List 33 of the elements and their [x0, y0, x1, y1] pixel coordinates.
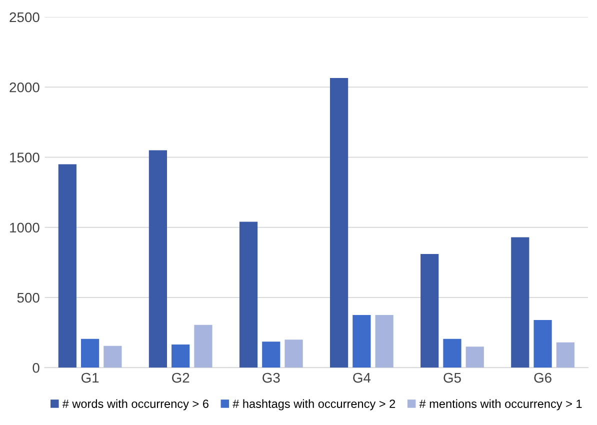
y-tick-label: 1500 — [10, 152, 40, 162]
bar — [284, 340, 303, 368]
bar — [375, 315, 394, 368]
y-tick-label: 500 — [17, 292, 40, 303]
x-tick-label: G4 — [353, 372, 371, 383]
x-tick-label: G2 — [172, 372, 190, 383]
bar — [239, 222, 258, 368]
bar — [262, 342, 280, 368]
bar — [194, 324, 212, 368]
bar — [330, 78, 348, 368]
bar — [104, 346, 122, 368]
bar — [148, 150, 168, 368]
bar — [534, 320, 552, 368]
bar — [443, 338, 462, 368]
y-tick-label: 1000 — [10, 222, 40, 233]
bar — [80, 338, 100, 368]
y-tick-label: 2000 — [10, 82, 40, 92]
legend-label: # hashtags with occurrency > 2 — [232, 399, 396, 410]
bar — [511, 237, 530, 368]
legend-label: # words with occurrency > 6 — [62, 399, 208, 410]
x-tick-label: G1 — [81, 372, 99, 383]
legend-label: # mentions with occurrency > 1 — [419, 399, 582, 410]
x-tick-label: G6 — [534, 372, 552, 383]
bar — [420, 254, 439, 368]
bar — [556, 342, 574, 368]
bar — [172, 344, 190, 368]
bar — [466, 346, 484, 368]
x-tick-label: G5 — [444, 372, 461, 383]
y-tick-label: 2500 — [10, 12, 40, 22]
bar — [352, 315, 371, 368]
x-tick-label: G3 — [262, 372, 280, 383]
y-tick-label: 0 — [32, 362, 40, 373]
bar — [58, 164, 76, 368]
